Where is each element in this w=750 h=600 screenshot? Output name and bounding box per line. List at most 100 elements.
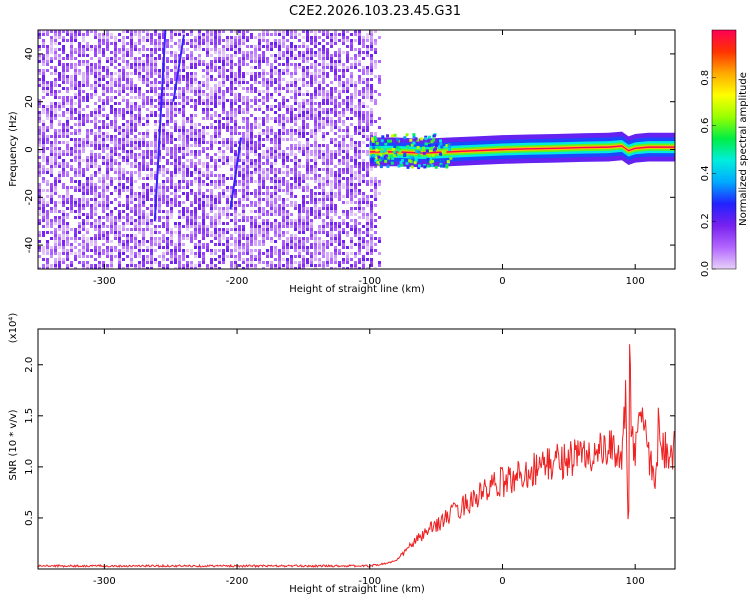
spectrogram-cell — [46, 129, 49, 132]
spectrogram-cell — [138, 198, 141, 201]
spectrogram-cell — [322, 225, 325, 228]
spectrogram-cell — [202, 252, 205, 255]
spectrogram-cell — [258, 258, 261, 261]
spectrogram-cell — [366, 114, 369, 117]
spectrogram-cell — [62, 228, 65, 231]
spectrogram-cell — [334, 177, 337, 180]
spectrogram-cell — [194, 168, 197, 171]
spectrogram-cell — [254, 180, 257, 183]
spectrogram-cell — [334, 132, 337, 135]
spectrogram-cell — [182, 105, 185, 108]
spectrogram-cell — [110, 168, 113, 171]
spectrogram-cell — [314, 60, 317, 63]
spectrogram-cell — [202, 216, 205, 219]
spectrogram-cell — [126, 156, 129, 159]
spectrogram-cell — [222, 183, 225, 186]
spectrogram-cell — [118, 81, 121, 84]
spectrogram-cell — [102, 252, 105, 255]
spectrogram-cell — [46, 57, 49, 60]
spectrogram-cell — [198, 57, 201, 60]
spectrogram-cell — [246, 90, 249, 93]
spectrogram-cell — [258, 147, 261, 150]
spectrogram-cell — [234, 192, 237, 195]
spectrogram-cell — [234, 207, 237, 210]
spectrogram-cell — [130, 234, 133, 237]
spectrogram-cell — [254, 240, 257, 243]
spectrogram-cell — [258, 192, 261, 195]
spectrogram-cell — [210, 189, 213, 192]
spectrogram-cell — [250, 249, 253, 252]
spectrogram-cell — [242, 147, 245, 150]
spectrogram-cell — [234, 108, 237, 111]
spectrogram-cell — [182, 180, 185, 183]
spectrogram-cell — [122, 132, 125, 135]
spectrogram-cell — [346, 186, 349, 189]
spectrogram-cell — [270, 63, 273, 66]
spectrogram-cell — [66, 78, 69, 81]
spectrogram-cell — [282, 99, 285, 102]
spectrogram-cell — [350, 45, 353, 48]
spectrogram-cell — [278, 120, 281, 123]
spectrogram-cell — [190, 78, 193, 81]
spectrogram-cell — [226, 177, 229, 180]
spectrogram-cell — [362, 69, 365, 72]
spectrogram-cell — [54, 78, 57, 81]
spectrogram-cell — [134, 90, 137, 93]
spectrogram-cell — [274, 99, 277, 102]
spectrogram-cell — [362, 198, 365, 201]
spectrogram-cell — [314, 204, 317, 207]
spectrogram-cell — [222, 60, 225, 63]
spectrogram-cell — [354, 219, 357, 222]
spectrogram-cell — [70, 39, 73, 42]
spectrogram-cell — [94, 69, 97, 72]
spectrogram-cell — [162, 87, 165, 90]
spectrogram-cell — [54, 183, 57, 186]
spectrogram-cell — [182, 69, 185, 72]
spectrogram-cell — [198, 129, 201, 132]
spectrogram-cell — [118, 171, 121, 174]
spectrogram-cell — [74, 39, 77, 42]
spectrogram-cell — [126, 246, 129, 249]
spectrogram-cell — [98, 267, 101, 269]
spectrogram-cell — [170, 180, 173, 183]
spectrogram-cell — [170, 255, 173, 258]
spectrogram-cell — [74, 252, 77, 255]
spectrogram-cell — [134, 60, 137, 63]
spectrogram-cell — [58, 108, 61, 111]
spectrogram-cell — [314, 171, 317, 174]
spectrogram-cell — [138, 60, 141, 63]
spectrogram-cell — [142, 204, 145, 207]
spectrogram-cell — [190, 210, 193, 213]
spectrogram-cell — [266, 210, 269, 213]
spectrogram-cell — [346, 135, 349, 138]
spectrogram-cell — [134, 144, 137, 147]
spectrogram-cell — [342, 228, 345, 231]
spectrogram-cell — [226, 54, 229, 57]
spectrogram-cell — [194, 228, 197, 231]
spectrogram-cell — [358, 147, 361, 150]
spectrogram-cell — [246, 174, 249, 177]
spectrogram-cell — [78, 102, 81, 105]
spectrogram-cell — [66, 201, 69, 204]
spectrogram-cell — [162, 144, 165, 147]
spectrogram-cell — [326, 258, 329, 261]
spectrogram-cell — [218, 48, 221, 51]
spectrogram-cell — [66, 75, 69, 78]
spectrogram-cell — [114, 108, 117, 111]
spectrogram-cell — [122, 141, 125, 144]
spectrogram-cell — [206, 264, 209, 267]
spectrogram-cell — [270, 222, 273, 225]
spectrogram-cell — [130, 198, 133, 201]
spectrogram-cell — [322, 120, 325, 123]
spectrogram-cell — [310, 207, 313, 210]
spectrogram-cell — [274, 225, 277, 228]
spectrogram-cell — [54, 102, 57, 105]
spectrogram-cell — [274, 57, 277, 60]
spectrogram-cell — [194, 216, 197, 219]
spectrogram-cell — [142, 183, 145, 186]
spectrogram-cell — [50, 195, 53, 198]
spectrogram-ridge-speckle — [429, 148, 433, 152]
spectrogram-cell — [282, 207, 285, 210]
spectrogram-cell — [178, 213, 181, 216]
spectrogram-cell — [378, 240, 381, 243]
